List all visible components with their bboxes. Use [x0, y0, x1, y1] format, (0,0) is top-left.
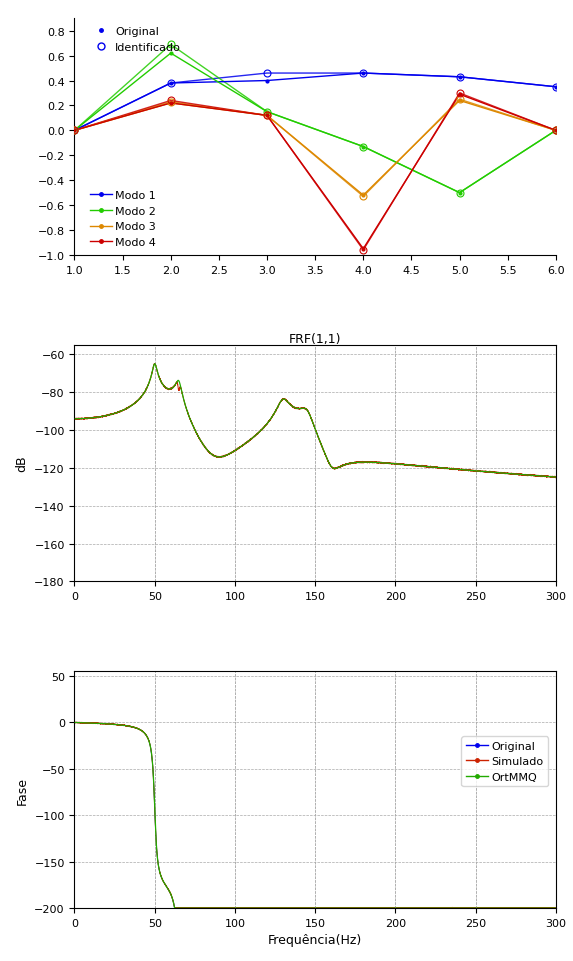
Legend: Modo 1, Modo 2, Modo 3, Modo 4: Modo 1, Modo 2, Modo 3, Modo 4 — [89, 191, 156, 248]
Title: FRF(1,1): FRF(1,1) — [289, 333, 342, 345]
Y-axis label: dB: dB — [15, 456, 29, 472]
Legend: Original, Simulado, OrtMMQ: Original, Simulado, OrtMMQ — [461, 736, 548, 786]
X-axis label: Frequência(Hz): Frequência(Hz) — [268, 933, 362, 947]
Y-axis label: Fase: Fase — [15, 776, 29, 804]
